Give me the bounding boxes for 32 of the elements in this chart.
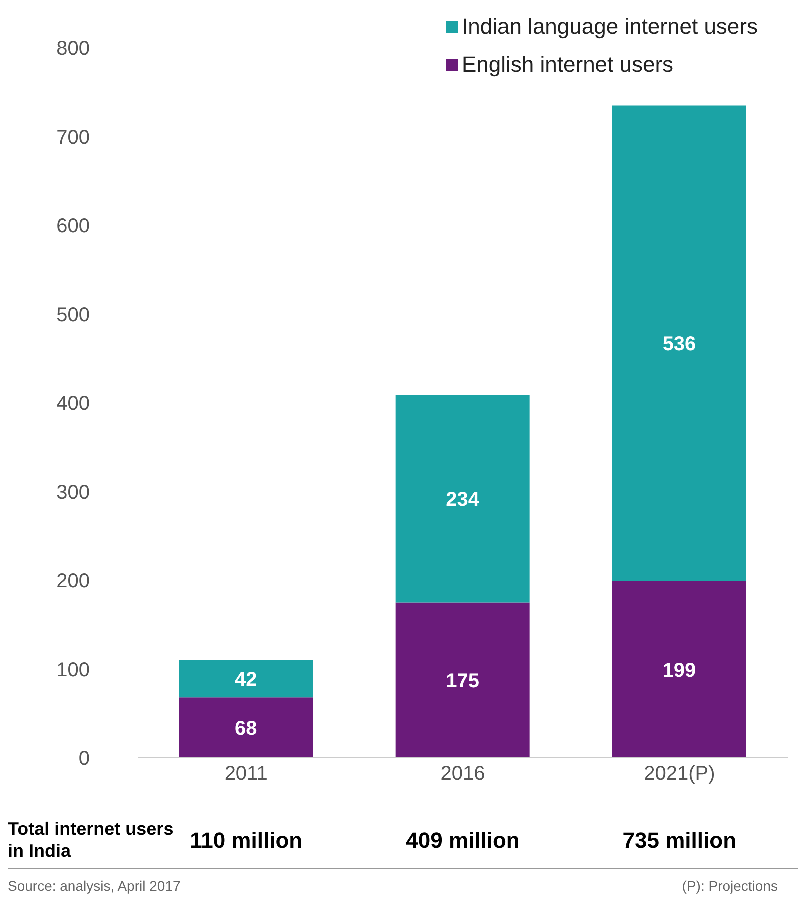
y-tick-label: 800 xyxy=(56,38,90,60)
x-tick-label: 2021(P) xyxy=(644,763,716,786)
y-tick-label: 100 xyxy=(56,659,90,682)
data-label: 68 xyxy=(235,718,258,740)
y-tick-label: 500 xyxy=(56,304,90,326)
bar xyxy=(612,106,746,582)
legend-label: English internet users xyxy=(461,51,675,79)
text: Total internet users in India xyxy=(8,818,175,862)
y-tick-label: 400 xyxy=(56,393,90,416)
y-tick-label: 700 xyxy=(56,126,90,149)
bar xyxy=(396,395,530,603)
data-label: 199 xyxy=(662,660,696,682)
y-tick-label: 0 xyxy=(78,748,90,770)
bar xyxy=(179,698,314,758)
data-label: 536 xyxy=(662,334,696,356)
total-label: 110 million xyxy=(190,828,303,853)
y-tick-label: 300 xyxy=(56,482,90,504)
bar xyxy=(396,602,530,758)
x-tick-label: 2016 xyxy=(440,763,486,786)
bar xyxy=(179,660,314,698)
source-note: Source: analysis, April 2017 xyxy=(8,878,181,894)
bar xyxy=(612,581,746,758)
legend-label: Indian language internet users xyxy=(461,13,758,41)
total-label: 735 million xyxy=(622,828,738,854)
x-tick-label: 2011 xyxy=(224,763,268,786)
data-label: 42 xyxy=(235,669,258,692)
y-tick-label: 200 xyxy=(56,570,90,593)
data-label: 175 xyxy=(446,670,480,692)
text: (P): Projections xyxy=(682,878,778,894)
y-tick-label: 600 xyxy=(56,216,90,238)
total-label: 409 million xyxy=(405,828,521,854)
data-label: 234 xyxy=(446,488,480,511)
